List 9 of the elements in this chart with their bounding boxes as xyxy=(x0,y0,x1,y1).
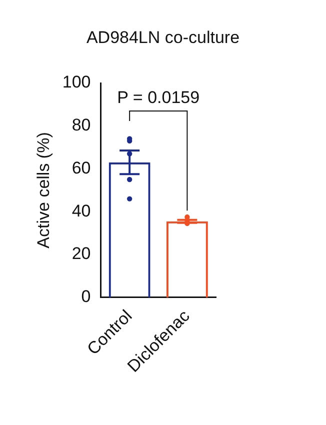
y-tick-label: 0 xyxy=(81,287,91,306)
y-tick-label: 60 xyxy=(72,158,91,178)
y-tick-label: 40 xyxy=(72,201,91,220)
y-tick-label: 20 xyxy=(72,244,91,264)
y-tick-label: 100 xyxy=(62,72,91,92)
y-tick-label: 80 xyxy=(72,116,91,135)
chart-title: AD984LN co-culture xyxy=(85,28,241,48)
y-axis-title: Active cells (%) xyxy=(34,132,53,248)
annotation: P = 0.0159 xyxy=(117,88,200,108)
